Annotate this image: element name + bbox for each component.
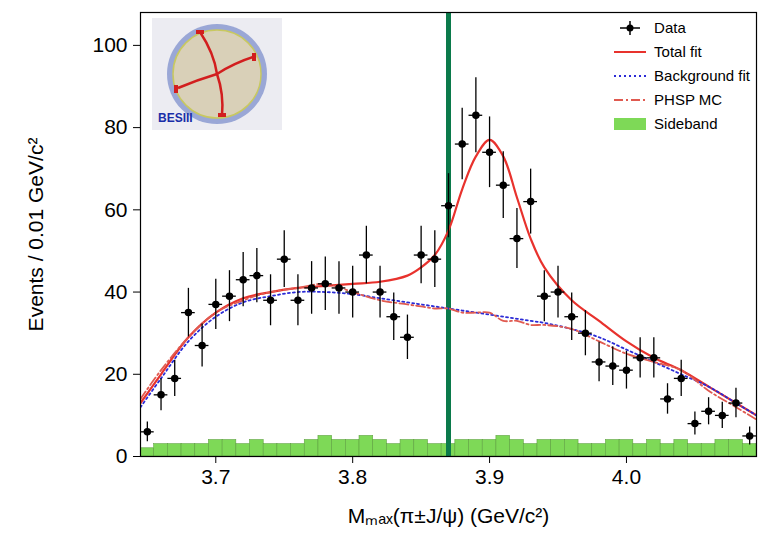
- svg-text:80: 80: [104, 115, 127, 138]
- svg-text:40: 40: [104, 280, 127, 303]
- html-text:Data: Data: [654, 19, 686, 36]
- svg-text:3.8: 3.8: [338, 465, 367, 488]
- svg-text:BESIII: BESIII: [158, 111, 193, 125]
- svg-text:Events / 0.01 GeV/c²: Events / 0.01 GeV/c²: [24, 138, 47, 332]
- svg-text:0: 0: [116, 444, 128, 467]
- svg-text:3.9: 3.9: [475, 465, 504, 488]
- html-text:Total fit: Total fit: [654, 43, 702, 60]
- html-text:PHSP MC: PHSP MC: [654, 91, 723, 108]
- svg-text:100: 100: [92, 33, 127, 56]
- svg-text:20: 20: [104, 362, 127, 385]
- svg-text:Mₘₐₓ(π±J/ψ) (GeV/c²): Mₘₐₓ(π±J/ψ) (GeV/c²): [348, 504, 550, 527]
- html-text:Sideband: Sideband: [654, 115, 718, 132]
- svg-text:3.7: 3.7: [201, 465, 230, 488]
- svg-text:60: 60: [104, 198, 127, 221]
- html-text:Background fit: Background fit: [654, 67, 750, 84]
- svg-text:4.0: 4.0: [612, 465, 641, 488]
